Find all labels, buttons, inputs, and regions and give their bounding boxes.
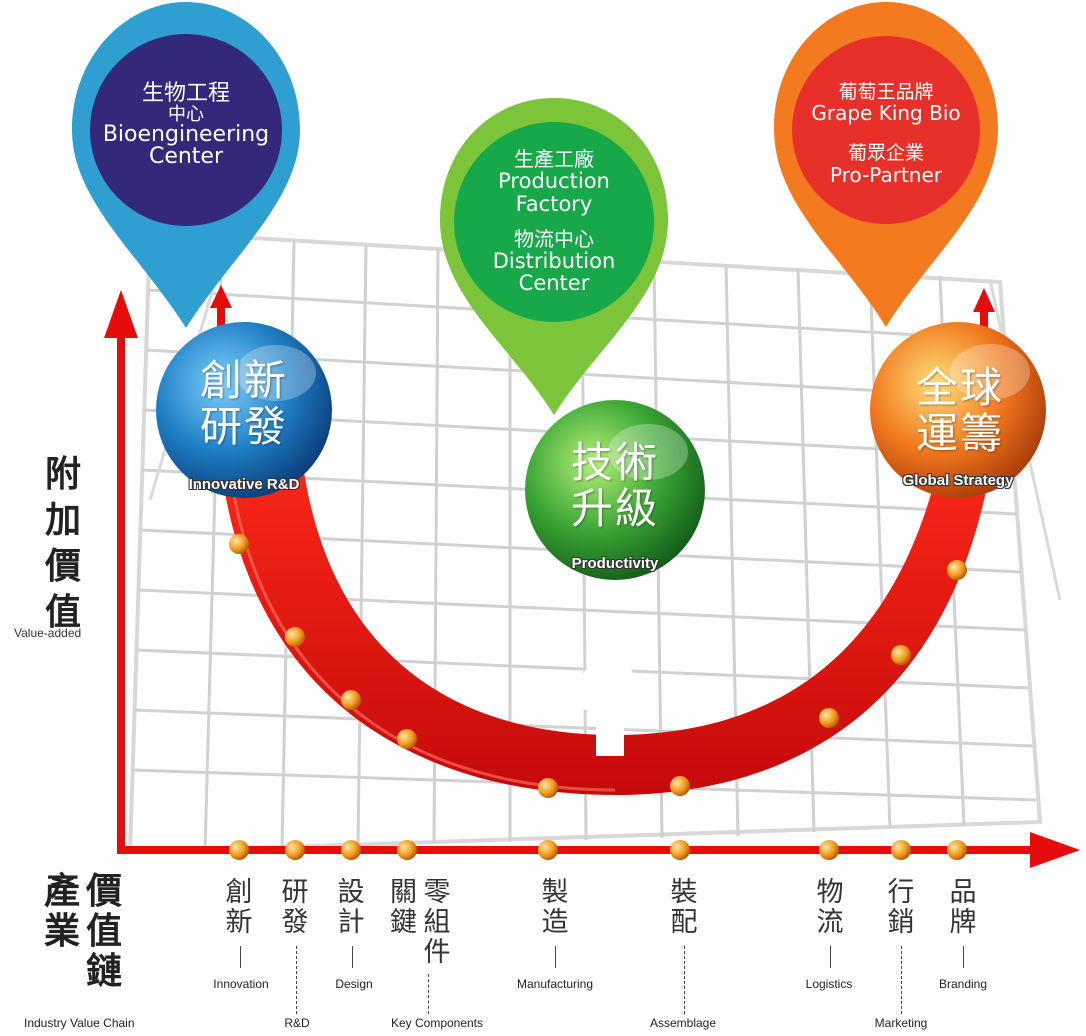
stage-char: 物 [816, 877, 844, 908]
pin-line: Production [498, 169, 610, 193]
stage-char: 行 [887, 877, 915, 908]
stage-char: 配 [670, 907, 698, 938]
pin-line: 生產工廠 [514, 147, 594, 171]
stage-label: R&D [284, 1016, 310, 1030]
stage-char: 零組件 [423, 877, 451, 968]
ball-innovative-rd-text: 創新 研發 [184, 358, 304, 450]
pin-line: 葡眾企業 [847, 142, 924, 164]
pin-line: 葡萄王品牌 [838, 81, 934, 103]
y-axis-char: 價 [44, 546, 81, 587]
x-axis-char: 鏈 [86, 951, 123, 992]
stage-tick [830, 946, 831, 968]
pin-line: Grape King Bio [811, 101, 961, 125]
up-arrow-icon [562, 632, 656, 756]
stage-tick [963, 946, 964, 968]
pin-line: 物流中心 [514, 227, 594, 251]
pin-line: Distribution [492, 249, 616, 273]
pin-bioengineering-text: 生物工程 中心 Bioengineering Center [96, 82, 276, 168]
ball-line: 技術 [570, 438, 659, 487]
stage-label: Design [335, 977, 373, 991]
axis-dots [229, 840, 967, 860]
pin-line: Center [148, 144, 224, 169]
stage-label: Logistics [805, 977, 853, 991]
x-axis-char: 價 [86, 871, 123, 912]
y-axis-char: 附 [44, 454, 81, 495]
ball-line: 研發 [199, 402, 288, 451]
stage-char: 新 [225, 907, 253, 938]
stage-char: 造 [541, 907, 569, 938]
stage-tick [428, 974, 429, 1014]
stage-tick [684, 946, 685, 1014]
stage-label: Innovation [213, 977, 269, 991]
ball-line: 創新 [199, 356, 288, 405]
ball-line: 運籌 [915, 409, 1004, 458]
stage-char: 牌 [949, 907, 977, 938]
pin-production-text: 生產工廠 Production Factory 物流中心 Distributio… [459, 148, 649, 294]
ball-global-strategy-label: Global Strategy [902, 472, 1014, 489]
x-axis-char: 產 [44, 871, 81, 912]
y-axis-char: 值 [44, 592, 81, 633]
ball-productivity-label: Productivity [571, 555, 659, 572]
y-axis-label-en: Value-added [14, 626, 82, 640]
pin-line: Center [518, 271, 590, 295]
stage-label: Marketing [874, 1016, 928, 1030]
ball-productivity [525, 400, 705, 580]
pin-line: Factory [515, 192, 593, 216]
stage-tick [352, 946, 353, 968]
ball-global-strategy [870, 322, 1046, 498]
y-axis-label: 附 加 價 值 [40, 452, 86, 636]
stage-tick [555, 946, 556, 968]
pin-line: Pro-Partner [829, 163, 942, 187]
stage-char: 計 [337, 907, 365, 938]
pin-line: 生物工程 [141, 81, 230, 106]
pin-line: Bioengineering [102, 122, 270, 147]
ball-line: 全球 [915, 363, 1004, 412]
smile-curve [218, 435, 995, 795]
stage-char: 裝 [670, 877, 698, 908]
stage-label: Manufacturing [516, 977, 594, 991]
x-axis-label-en: Industry Value Chain [24, 1016, 135, 1030]
x-axis-char: 業 [44, 911, 81, 952]
pin-brand-text: 葡萄王品牌 Grape King Bio 葡眾企業 Pro-Partner [792, 82, 980, 186]
stage-label: Assemblage [649, 1016, 717, 1030]
stage-char: 流 [816, 907, 844, 938]
ball-innovative-rd [156, 322, 332, 498]
y-axis-char: 加 [44, 500, 81, 541]
stage-label: Key Components [390, 1016, 484, 1030]
stage-tick [240, 946, 241, 968]
stage-char: 研 [281, 877, 309, 908]
ball-line: 升級 [570, 484, 659, 533]
ball-productivity-text: 技術 升級 [555, 440, 675, 532]
pin-production [440, 98, 668, 415]
x-axis-char: 值 [86, 911, 123, 952]
curve-dots [229, 534, 967, 798]
ball-innovative-rd-label: Innovative R&D [188, 476, 300, 493]
stage-char: 創 [225, 877, 253, 908]
stage-tick [296, 946, 297, 1014]
stage-char: 製 [541, 877, 569, 908]
ball-global-strategy-text: 全球 運籌 [900, 365, 1020, 457]
pin-line: 中心 [168, 104, 204, 125]
stage-label: Branding [938, 977, 988, 991]
stage-char: 設 [337, 877, 365, 908]
stage-char: 關鍵 [390, 877, 417, 938]
stage-tick [901, 946, 902, 1014]
stage-char: 發 [281, 907, 309, 938]
pin-brand [774, 2, 998, 327]
stage-char: 品 [949, 877, 977, 908]
stage-char: 銷 [887, 907, 915, 938]
pin-bioengineering [72, 2, 300, 328]
